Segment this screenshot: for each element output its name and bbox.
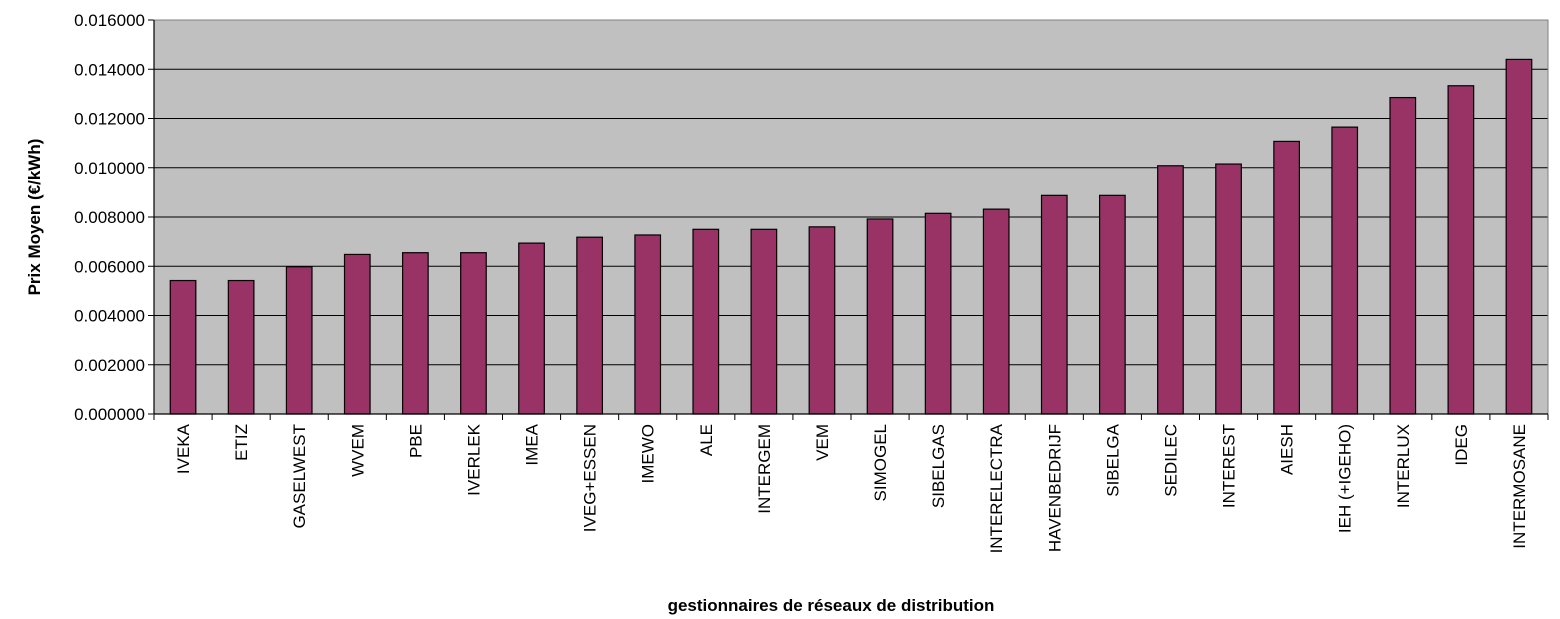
x-tick-label: SEDILEC [1161,424,1180,497]
y-tick-label: 0.016000 [74,11,145,30]
bar-imewo [634,234,662,415]
x-tick-label: PBE [406,424,425,458]
bar-intergem [750,228,778,415]
axes [148,19,1549,420]
bar-sedilec [1157,165,1184,415]
x-tick-label: SIBELGA [1103,423,1122,496]
bar-iveg-essen [576,236,604,415]
y-tick-label: 0.008000 [74,208,145,227]
y-tick-label: 0.004000 [74,307,145,326]
bar-ieh-igeho [1331,126,1359,415]
bar-interlux [1389,96,1417,415]
x-tick-label: ETIZ [232,424,251,461]
x-tick-label: GASELWEST [290,424,309,529]
x-tick-label: WVEM [348,424,367,477]
x-tick-label: INTERGEM [755,424,774,514]
y-tick-label: 0.006000 [74,257,145,276]
x-tick-label: INTERLUX [1394,424,1413,508]
y-tick-label: 0.000000 [74,405,145,424]
bar-ideg [1447,85,1475,415]
bar-iveka [169,279,197,415]
y-tick-label: 0.012000 [74,110,145,129]
y-tick-label: 0.014000 [74,60,145,79]
bar-interelectra [982,208,1010,415]
x-tick-label: SIBELGAS [929,424,948,508]
y-tick-labels: 0.000000 0.002000 0.004000 0.006000 0.008000… [74,11,145,424]
x-tick-label: VEM [813,424,832,461]
y-axis-title: Prix Moyen (€/kWh) [25,139,44,296]
x-tick-label: IMEA [523,423,542,465]
x-tick-label: INTERMOSANE [1510,424,1529,549]
y-tick-label: 0.002000 [74,356,145,375]
bar-simogel [866,218,894,415]
x-tick-label: IVEKA [174,423,193,474]
x-tick-label: IVEG+ESSEN [581,424,600,532]
bar-sibelgas [924,212,952,415]
bars [169,58,1533,415]
bar-pbe [401,252,429,415]
x-axis-title: gestionnaires de réseaux de distribution [668,596,995,615]
x-tick-label: INTEREST [1220,424,1239,508]
x-tick-label: IDEG [1452,424,1471,466]
bar-vem [808,226,836,415]
x-tick-label: ALE [697,424,716,456]
x-tick-label: IMEWO [639,424,658,484]
x-tick-label: AIESH [1278,424,1297,475]
bar-gaselwest [285,266,313,415]
x-tick-label: HAVENBEDRIJF [1045,424,1064,552]
bar-sibelga [1098,194,1126,415]
x-tick-labels: IVEKA ETIZ GASELWEST WVEM PBE IVERLEK IMEA IVEG… [174,423,1529,553]
bar-aiesh [1273,140,1301,415]
bar-imea [518,242,545,415]
x-tick-label: INTERELECTRA [987,423,1006,553]
x-tick-label: IEH (+IGEHO) [1336,424,1355,533]
bar-intermosane [1505,58,1533,415]
x-tick-label: IVERLEK [464,423,483,495]
bar-wvem [343,253,371,415]
bar-iverlek [460,252,487,415]
bar-ale [692,228,720,415]
bar-etiz [227,279,255,415]
y-tick-label: 0.010000 [74,159,145,178]
bar-interest [1215,163,1242,415]
x-tick-label: SIMOGEL [871,424,890,501]
bar-havenbedrijf [1040,194,1068,415]
